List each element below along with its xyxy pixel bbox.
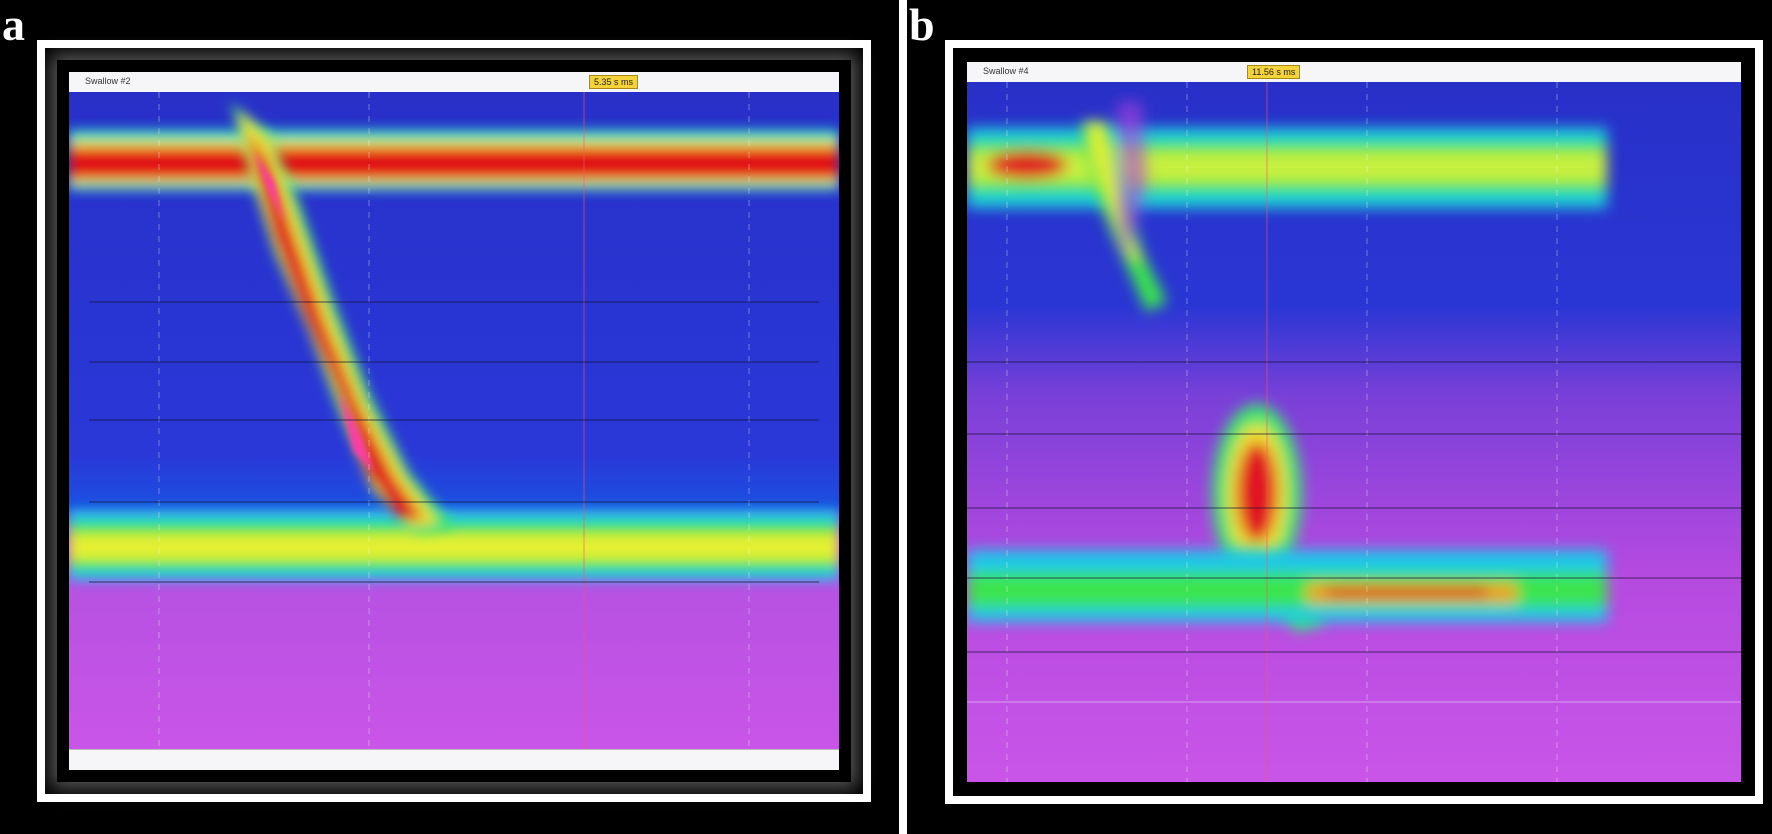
image-frame-b: Swallow #4 11.56 s ms bbox=[945, 40, 1763, 804]
panel-letter-a: a bbox=[2, 0, 25, 50]
panel-a: a Swallow #2 5.35 s ms bbox=[0, 0, 899, 834]
image-frame-a: Swallow #2 5.35 s ms bbox=[37, 40, 871, 802]
swallow-label: Swallow #2 bbox=[85, 76, 131, 86]
panel-letter-b: b bbox=[909, 0, 935, 50]
hrm-window-a: Swallow #2 5.35 s ms bbox=[69, 72, 839, 770]
pressure-topography-b bbox=[967, 82, 1741, 782]
window-scrollbar bbox=[69, 749, 839, 770]
pressure-topography-a bbox=[69, 92, 839, 750]
time-readout: 11.56 s ms bbox=[1247, 65, 1301, 79]
hrm-window-b: Swallow #4 11.56 s ms bbox=[967, 62, 1741, 782]
swallow-label: Swallow #4 bbox=[983, 66, 1029, 76]
time-readout: 5.35 s ms bbox=[589, 75, 639, 89]
panel-b: b Swallow #4 11.56 s ms bbox=[907, 0, 1772, 834]
